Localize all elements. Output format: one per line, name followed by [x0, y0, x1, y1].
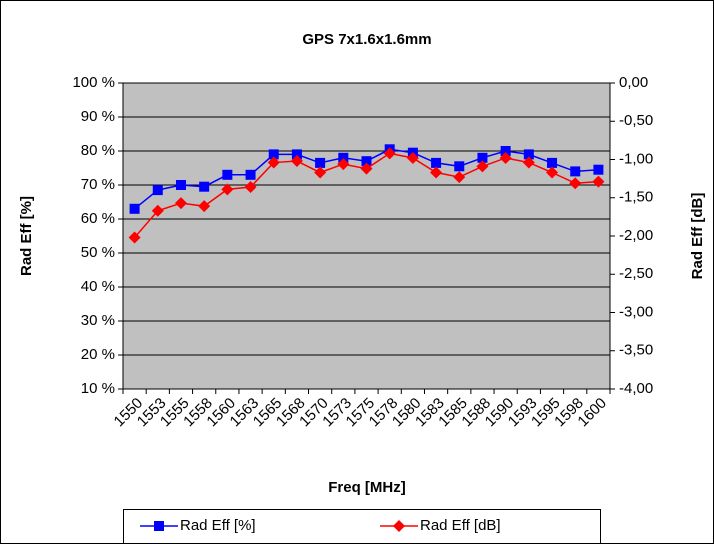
- y2-tick-label: -3,00: [619, 303, 653, 320]
- y2-tick-label: 0,00: [619, 74, 648, 91]
- y2-tick-label: -1,50: [619, 189, 653, 206]
- marker: [569, 177, 582, 190]
- marker: [221, 183, 234, 196]
- marker: [547, 157, 558, 168]
- marker: [360, 162, 373, 175]
- marker: [244, 181, 257, 194]
- legend-box: [123, 509, 601, 544]
- marker: [152, 185, 163, 196]
- y2-tick-label: -4,00: [619, 380, 653, 397]
- y2-tick-label: -2,00: [619, 227, 653, 244]
- marker: [431, 157, 442, 168]
- y-tick-label: 40 %: [81, 278, 115, 295]
- marker: [476, 160, 489, 173]
- marker: [546, 166, 559, 179]
- y-tick-label: 50 %: [81, 244, 115, 261]
- marker: [314, 166, 327, 179]
- y-tick-label: 90 %: [81, 108, 115, 125]
- marker: [154, 521, 164, 531]
- marker: [128, 231, 141, 244]
- y-tick-label: 10 %: [81, 380, 115, 397]
- x-axis-label: Freq [MHz]: [328, 479, 406, 496]
- marker: [453, 171, 466, 184]
- marker: [245, 169, 256, 180]
- marker: [268, 149, 279, 160]
- y-tick-label: 80 %: [81, 142, 115, 159]
- marker: [592, 175, 605, 188]
- marker: [291, 149, 302, 160]
- marker: [454, 161, 465, 172]
- marker: [267, 156, 280, 169]
- marker: [500, 146, 511, 156]
- y-tick-label: 60 %: [81, 210, 115, 227]
- marker: [151, 204, 164, 217]
- marker: [522, 156, 535, 169]
- y2-tick-label: -2,50: [619, 265, 653, 282]
- legend-label: Rad Eff [dB]: [420, 517, 501, 534]
- marker: [290, 155, 303, 168]
- marker: [361, 156, 372, 167]
- plot-border: [122, 82, 611, 390]
- marker: [315, 157, 326, 168]
- marker: [523, 149, 534, 160]
- marker: [129, 203, 140, 214]
- y-axis-label: Rad Eff [%]: [18, 196, 35, 276]
- marker: [175, 180, 186, 190]
- marker: [337, 158, 350, 171]
- marker: [570, 166, 581, 177]
- y2-tick-label: -3,50: [619, 342, 653, 359]
- marker: [406, 151, 419, 164]
- y-tick-label: 100 %: [72, 74, 115, 91]
- marker: [430, 166, 443, 179]
- marker: [338, 152, 349, 163]
- marker: [393, 520, 405, 532]
- marker: [477, 152, 488, 163]
- marker: [199, 181, 210, 192]
- marker: [198, 200, 211, 213]
- marker: [383, 147, 396, 160]
- y2-axis-label: Rad Eff [dB]: [689, 193, 706, 280]
- y-tick-label: 20 %: [81, 346, 115, 363]
- y-tick-label: 70 %: [81, 176, 115, 193]
- chart-title: GPS 7x1.6x1.6mm: [302, 31, 431, 48]
- y2-tick-label: -0,50: [619, 112, 653, 129]
- marker: [499, 151, 512, 164]
- y-tick-label: 30 %: [81, 312, 115, 329]
- marker: [174, 197, 187, 210]
- legend-label: Rad Eff [%]: [180, 517, 256, 534]
- marker: [222, 169, 233, 180]
- y2-tick-label: -1,00: [619, 150, 653, 167]
- plot-area: [123, 83, 610, 389]
- marker: [593, 164, 604, 175]
